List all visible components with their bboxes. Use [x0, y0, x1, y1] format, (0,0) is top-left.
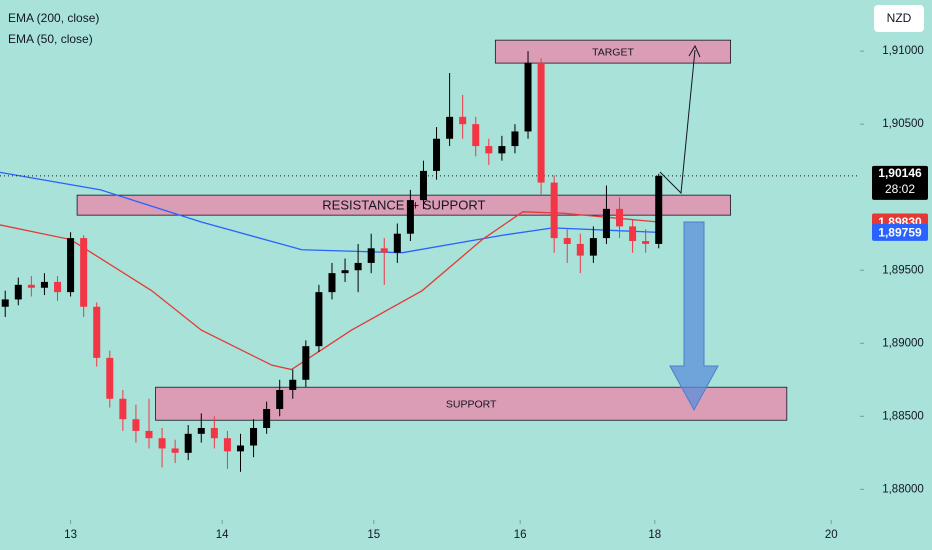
legend-ema200: EMA (200, close): [8, 11, 99, 25]
zone: [155, 386, 788, 421]
candle-body: [433, 138, 441, 171]
ema-price-label: 1,89759: [878, 226, 922, 240]
currency[interactable]: NZD: [887, 11, 912, 25]
candle-body: [14, 284, 22, 300]
candle-body: [236, 445, 244, 452]
candle-body: [524, 62, 532, 132]
candle-body: [511, 131, 519, 147]
candle-body: [419, 170, 427, 201]
candle-body: [472, 124, 480, 147]
candle-body: [27, 284, 35, 288]
currency-box[interactable]: [874, 5, 924, 32]
candle-body: [589, 238, 597, 256]
candle-body: [446, 116, 454, 139]
countdown: 28:02: [885, 182, 915, 196]
candle-body: [576, 243, 584, 256]
zone-label: SUPPORT: [446, 399, 497, 411]
candle-body: [642, 241, 650, 244]
x-tick-label: 14: [216, 529, 229, 541]
x-tick-label: 18: [648, 529, 661, 541]
candle-body: [537, 62, 545, 183]
candle-body: [328, 273, 336, 293]
candle-body: [40, 281, 48, 288]
candle-body: [302, 346, 310, 380]
y-tick-label: 1,91000: [882, 45, 924, 57]
y-tick-label: 1,88000: [882, 483, 924, 495]
candle-body: [380, 248, 388, 253]
zone: [494, 39, 732, 64]
last-price-tag: [872, 165, 928, 200]
last-price-label: 1,90146: [878, 166, 922, 180]
x-tick-label: 20: [825, 529, 838, 541]
y-tick-label: 1,89000: [882, 337, 924, 349]
down-arrow: [669, 221, 719, 412]
candle-body: [263, 408, 271, 428]
candle-body: [315, 292, 323, 347]
candle-body: [210, 427, 218, 439]
up-projection: [659, 49, 696, 195]
candle-body: [289, 379, 297, 390]
candle-body: [498, 146, 506, 154]
candle-body: [367, 248, 375, 263]
candle-body: [616, 208, 624, 227]
up-arrowhead: [688, 44, 701, 58]
candle-body: [602, 208, 610, 239]
candle-body: [106, 357, 114, 399]
y-tick-label: 1,90500: [882, 118, 924, 130]
zone-label: TARGET: [592, 46, 634, 58]
zone: [76, 194, 732, 216]
x-tick-label: 13: [64, 529, 77, 541]
candle-body: [276, 390, 284, 409]
candle-body: [197, 427, 205, 434]
candle-body: [93, 306, 101, 358]
candle-body: [80, 238, 88, 307]
candle-body: [67, 238, 75, 293]
candle-body: [132, 419, 140, 431]
candle-body: [354, 262, 362, 271]
legend-ema50: EMA (50, close): [8, 32, 93, 46]
candle-body: [119, 398, 127, 420]
x-tick-label: 15: [367, 529, 380, 541]
candle-body: [550, 182, 558, 239]
candle-body: [250, 427, 258, 446]
candle-body: [629, 226, 637, 242]
candle-body: [655, 175, 663, 244]
candle-body: [171, 448, 179, 453]
x-tick-label: 16: [514, 529, 527, 541]
y-tick-label: 1,89500: [882, 264, 924, 276]
candle-body: [459, 116, 467, 125]
candle-body: [393, 233, 401, 253]
candle-body: [184, 433, 192, 453]
ema-line: [0, 211, 659, 371]
candle-body: [158, 438, 166, 449]
candle-body: [1, 299, 9, 307]
candle-body: [145, 430, 153, 439]
candle-body: [341, 270, 349, 274]
candle-body: [406, 200, 414, 234]
candle-body: [485, 146, 493, 154]
ema-line: [0, 171, 659, 254]
ema-price-tag: [872, 223, 928, 241]
candle-body: [563, 238, 571, 244]
candle-body: [54, 281, 62, 293]
zone-label: RESISTANCE + SUPPORT: [322, 198, 485, 213]
y-tick-label: 1,88500: [882, 410, 924, 422]
candle-body: [223, 438, 231, 452]
